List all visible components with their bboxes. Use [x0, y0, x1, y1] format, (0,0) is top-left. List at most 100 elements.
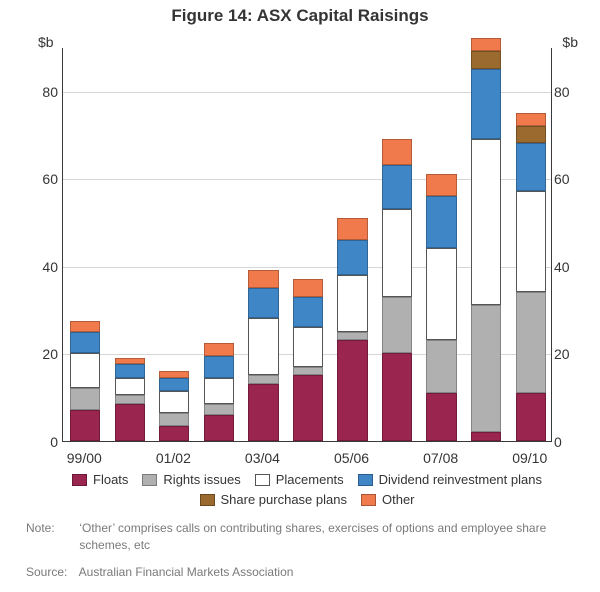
y-tick-right: 0 — [554, 434, 588, 450]
x-tick: 01/02 — [156, 450, 191, 466]
bar-segment-spp — [471, 51, 501, 69]
bar-segment-rights — [471, 305, 501, 432]
y-tick-left: 60 — [24, 171, 58, 187]
bar-segment-place — [293, 327, 323, 366]
bar-segment-rights — [426, 340, 456, 393]
bar-segment-drp — [159, 378, 189, 391]
y-tick-left: 40 — [24, 259, 58, 275]
y-tick-right: 40 — [554, 259, 588, 275]
legend-swatch-icon — [358, 474, 373, 486]
bar-segment-floats — [426, 393, 456, 441]
note-label: Note: — [26, 520, 76, 537]
legend-swatch-icon — [142, 474, 157, 486]
bar-segment-other — [337, 218, 367, 240]
chart-title: Figure 14: ASX Capital Raisings — [0, 6, 600, 26]
bar-segment-floats — [204, 415, 234, 441]
y-tick-left: 80 — [24, 84, 58, 100]
bar-segment-other — [293, 279, 323, 297]
bar-segment-place — [70, 353, 100, 388]
y-tick-right: 80 — [554, 84, 588, 100]
bar-segment-drp — [204, 356, 234, 378]
bar-segment-rights — [159, 413, 189, 426]
bar-segment-floats — [382, 353, 412, 441]
bar-segment-other — [204, 343, 234, 356]
bar-segment-other — [382, 139, 412, 165]
y-tick-right: 20 — [554, 346, 588, 362]
source-label: Source: — [26, 564, 76, 581]
bar-segment-place — [159, 391, 189, 413]
y-tick-right: 60 — [554, 171, 588, 187]
chart-plot-area — [62, 48, 552, 442]
note-text: ‘Other’ comprises calls on contributing … — [79, 520, 569, 554]
figure: Figure 14: ASX Capital Raisings $b $b Fl… — [0, 0, 600, 592]
bar-segment-place — [337, 275, 367, 332]
bar-segment-floats — [115, 404, 145, 441]
bar-segment-other — [159, 371, 189, 378]
x-tick: 09/10 — [512, 450, 547, 466]
bar-segment-floats — [337, 340, 367, 441]
bar-segment-floats — [293, 375, 323, 441]
bar-segment-other — [248, 270, 278, 288]
bar-segment-floats — [248, 384, 278, 441]
chart-note: Note: ‘Other’ comprises calls on contrib… — [26, 520, 576, 554]
bar-segment-place — [516, 191, 546, 292]
legend-item-other: Other — [361, 492, 415, 508]
bar-segment-rights — [70, 388, 100, 410]
legend-label: Other — [382, 492, 415, 508]
y-axis-label-right: $b — [562, 34, 578, 50]
y-axis-label-left: $b — [38, 34, 54, 50]
bar-segment-other — [426, 174, 456, 196]
legend-label: Dividend reinvestment plans — [379, 472, 542, 488]
source-text: Australian Financial Markets Association — [79, 565, 294, 579]
legend-swatch-icon — [255, 474, 270, 486]
bar-segment-drp — [115, 364, 145, 377]
legend-swatch-icon — [200, 494, 215, 506]
x-tick: 07/08 — [423, 450, 458, 466]
bar-segment-place — [426, 248, 456, 340]
bar-segment-place — [248, 318, 278, 375]
bar-segment-rights — [293, 367, 323, 376]
bar-segment-drp — [382, 165, 412, 209]
bar-segment-place — [471, 139, 501, 305]
bar-segment-drp — [471, 69, 501, 139]
legend-label: Floats — [93, 472, 128, 488]
bar-segment-other — [516, 113, 546, 126]
legend-item-drp: Dividend reinvestment plans — [358, 472, 542, 488]
legend-item-place: Placements — [255, 472, 344, 488]
bar-segment-drp — [426, 196, 456, 249]
bar-segment-floats — [70, 410, 100, 441]
bar-segment-drp — [293, 297, 323, 328]
bar-segment-floats — [471, 432, 501, 441]
bar-segment-other — [70, 321, 100, 332]
bar-segment-rights — [337, 332, 367, 341]
legend-item-floats: Floats — [72, 472, 128, 488]
legend-item-spp: Share purchase plans — [200, 492, 347, 508]
bar-segment-other — [115, 358, 145, 365]
bar-segment-rights — [115, 395, 145, 404]
bar-segment-rights — [248, 375, 278, 384]
bar-segment-place — [204, 378, 234, 404]
y-tick-left: 20 — [24, 346, 58, 362]
bar-segment-spp — [516, 126, 546, 144]
bar-segment-other — [471, 38, 501, 51]
bar-segment-rights — [382, 297, 412, 354]
bar-segment-drp — [70, 332, 100, 354]
bar-segment-place — [115, 378, 145, 396]
bar-segment-floats — [159, 426, 189, 441]
legend-item-rights: Rights issues — [142, 472, 240, 488]
legend-swatch-icon — [361, 494, 376, 506]
legend-swatch-icon — [72, 474, 87, 486]
bar-segment-drp — [248, 288, 278, 319]
chart-legend: Floats Rights issues Placements Dividend re… — [62, 472, 552, 508]
x-tick: 05/06 — [334, 450, 369, 466]
bar-segment-rights — [204, 404, 234, 415]
legend-label: Rights issues — [163, 472, 240, 488]
legend-label: Share purchase plans — [221, 492, 347, 508]
legend-label: Placements — [276, 472, 344, 488]
bar-segment-place — [382, 209, 412, 297]
bar-segment-floats — [516, 393, 546, 441]
bar-segment-drp — [337, 240, 367, 275]
x-tick: 99/00 — [67, 450, 102, 466]
y-tick-left: 0 — [24, 434, 58, 450]
bar-segment-drp — [516, 143, 546, 191]
